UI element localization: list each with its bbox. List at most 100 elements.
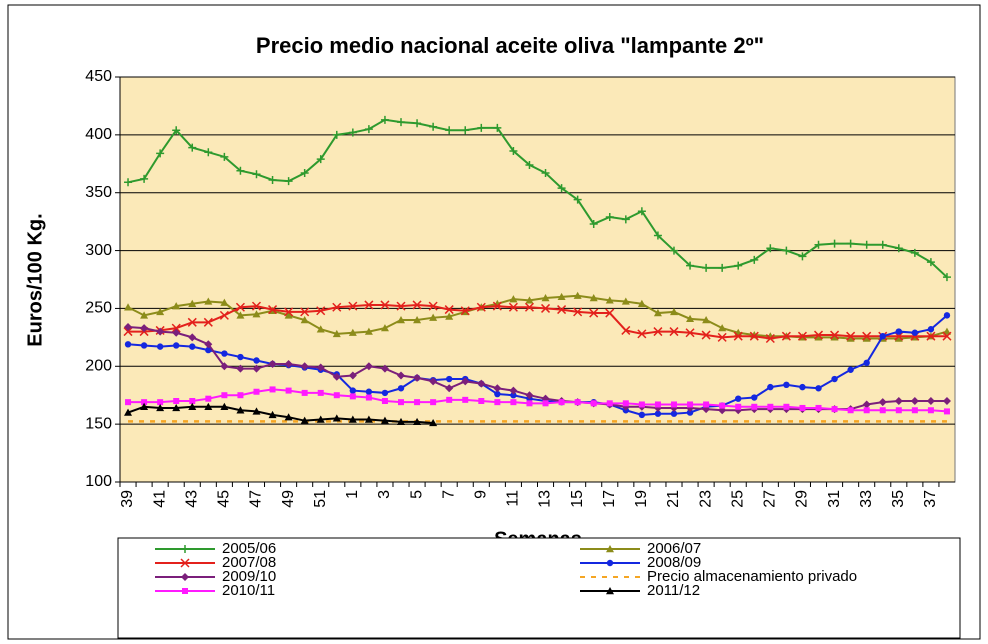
point	[413, 417, 422, 426]
point	[605, 296, 614, 304]
point	[686, 409, 694, 416]
point	[525, 160, 534, 169]
series-line	[128, 388, 948, 413]
x-tick-label: 17	[601, 490, 618, 508]
point	[181, 573, 189, 581]
point	[171, 323, 181, 333]
point	[830, 239, 839, 248]
legend-entry: 2006/07	[580, 540, 701, 557]
point	[236, 406, 245, 414]
x-tick-label: 49	[280, 490, 297, 508]
point	[300, 316, 309, 324]
point	[461, 377, 470, 386]
point	[204, 148, 213, 157]
point	[910, 397, 919, 405]
point	[268, 359, 277, 368]
x-tick-label: 41	[151, 490, 168, 508]
point	[541, 169, 550, 178]
point	[508, 302, 518, 312]
point	[461, 126, 470, 135]
point	[381, 389, 389, 397]
point	[364, 125, 373, 134]
point	[445, 375, 453, 383]
point	[573, 291, 582, 299]
point	[895, 407, 902, 414]
legend-label: 2011/12	[647, 582, 700, 599]
point	[733, 331, 743, 341]
point	[140, 324, 149, 333]
point	[606, 559, 614, 567]
point	[251, 301, 262, 311]
point	[284, 413, 293, 421]
point	[878, 240, 887, 249]
point	[269, 386, 276, 393]
point	[413, 316, 422, 324]
point	[316, 325, 325, 333]
point	[221, 392, 228, 399]
point	[156, 403, 165, 412]
series	[124, 402, 438, 427]
point	[862, 334, 871, 342]
point	[124, 178, 133, 187]
point	[268, 175, 277, 184]
point	[156, 327, 165, 336]
point	[220, 298, 229, 306]
point	[397, 385, 405, 392]
point	[702, 316, 711, 324]
point	[783, 403, 790, 410]
point	[156, 307, 165, 316]
point	[894, 334, 903, 342]
point	[830, 333, 839, 341]
x-tick-label: 51	[312, 490, 329, 508]
point	[316, 306, 326, 316]
point	[911, 329, 919, 336]
point	[284, 307, 294, 317]
point	[204, 297, 213, 305]
y-tick-label: 450	[85, 68, 112, 85]
point	[846, 239, 855, 248]
y-axis-title: Euros/100 Kg.	[24, 213, 46, 346]
point	[349, 387, 357, 394]
point	[750, 255, 759, 264]
point	[124, 408, 133, 416]
point	[894, 331, 904, 341]
point	[268, 410, 277, 419]
point	[460, 306, 470, 316]
point	[638, 401, 645, 408]
x-tick-label: 1	[344, 490, 361, 499]
x-tick-label: 7	[440, 490, 457, 499]
point	[637, 299, 646, 307]
y-tick-label: 400	[85, 126, 112, 143]
point	[172, 328, 181, 337]
legend-label: 2008/09	[647, 554, 701, 571]
y-tick-label: 200	[85, 358, 112, 375]
point	[300, 169, 309, 178]
point	[397, 417, 406, 426]
point	[589, 294, 598, 302]
series-line	[127, 405, 434, 424]
point	[365, 388, 373, 395]
point	[927, 326, 935, 333]
legend-box	[117, 537, 961, 639]
legend-label: 2010/11	[222, 582, 275, 599]
point	[188, 402, 197, 410]
point	[510, 399, 517, 406]
point	[156, 343, 164, 350]
x-tick-label: 11	[505, 490, 522, 507]
point	[879, 333, 886, 340]
point	[316, 363, 325, 372]
point	[348, 371, 357, 380]
point	[606, 545, 614, 553]
x-tick-label: 27	[762, 490, 779, 508]
point	[301, 389, 308, 396]
point	[813, 330, 824, 340]
x-tick-label: 35	[890, 490, 907, 508]
point	[172, 126, 181, 135]
point	[685, 328, 695, 338]
point	[638, 411, 646, 419]
point	[205, 346, 212, 354]
point	[669, 327, 679, 337]
point	[524, 302, 535, 312]
legend-label: 2009/10	[222, 568, 276, 585]
